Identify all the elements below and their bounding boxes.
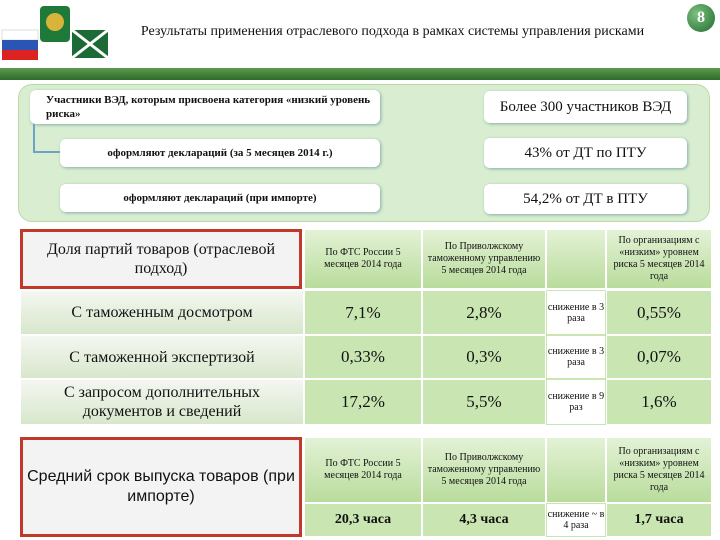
table2-value: 20,3 часа xyxy=(304,503,422,537)
row-value: 5,5% xyxy=(422,379,546,425)
column-header-empty xyxy=(546,437,606,503)
row-value: 2,8% xyxy=(422,290,546,335)
summary-value: Более 300 участников ВЭД xyxy=(484,91,687,123)
table2-value: 1,7 часа xyxy=(606,503,712,537)
summary-label: оформляют деклараций (при импорте) xyxy=(60,184,380,212)
summary-value: 43% от ДТ по ПТУ xyxy=(484,138,687,168)
row-value: 17,2% xyxy=(304,379,422,425)
row-value: 0,33% xyxy=(304,335,422,379)
header-bar xyxy=(0,68,720,80)
row-label: С запросом дополнительных документов и с… xyxy=(20,379,304,425)
table2-value: 4,3 часа xyxy=(422,503,546,537)
column-header-empty xyxy=(546,229,606,289)
row-value: 7,1% xyxy=(304,290,422,335)
row-value: 0,07% xyxy=(606,335,712,379)
logo xyxy=(1,6,109,60)
column-header: По ФТС России 5 месяцев 2014 года xyxy=(304,437,422,503)
reduction-note: снижение в 9 раз xyxy=(546,379,606,425)
reduction-note: снижение в 3 раза xyxy=(546,290,606,335)
column-header: По Приволжскому таможенному управлению 5… xyxy=(422,437,546,503)
table2-note: снижение ~ в 4 раза xyxy=(546,503,606,537)
row-label: С таможенным досмотром xyxy=(20,290,304,335)
table2-label: Средний срок выпуска товаров (при импорт… xyxy=(20,437,302,537)
row-value: 0,3% xyxy=(422,335,546,379)
column-header: По организациям с «низким» уровнем риска… xyxy=(606,229,712,289)
reduction-note: снижение в 3 раза xyxy=(546,335,606,379)
row-value: 1,6% xyxy=(606,379,712,425)
summary-label: Участники ВЭД, которым присвоена категор… xyxy=(30,90,380,124)
column-header: По организациям с «низким» уровнем риска… xyxy=(606,437,712,503)
table1-header-label: Доля партий товаров (отраслевой подход) xyxy=(20,229,302,289)
summary-value: 54,2% от ДТ в ПТУ xyxy=(484,184,687,214)
title: Результаты применения отраслевого подход… xyxy=(140,23,645,39)
row-label: С таможенной экспертизой xyxy=(20,335,304,379)
row-value: 0,55% xyxy=(606,290,712,335)
summary-label: оформляют деклараций (за 5 месяцев 2014 … xyxy=(60,139,380,167)
column-header: По Приволжскому таможенному управлению 5… xyxy=(422,229,546,289)
connector xyxy=(33,118,62,153)
column-header: По ФТС России 5 месяцев 2014 года xyxy=(304,229,422,289)
page-number: 8 xyxy=(687,4,715,32)
